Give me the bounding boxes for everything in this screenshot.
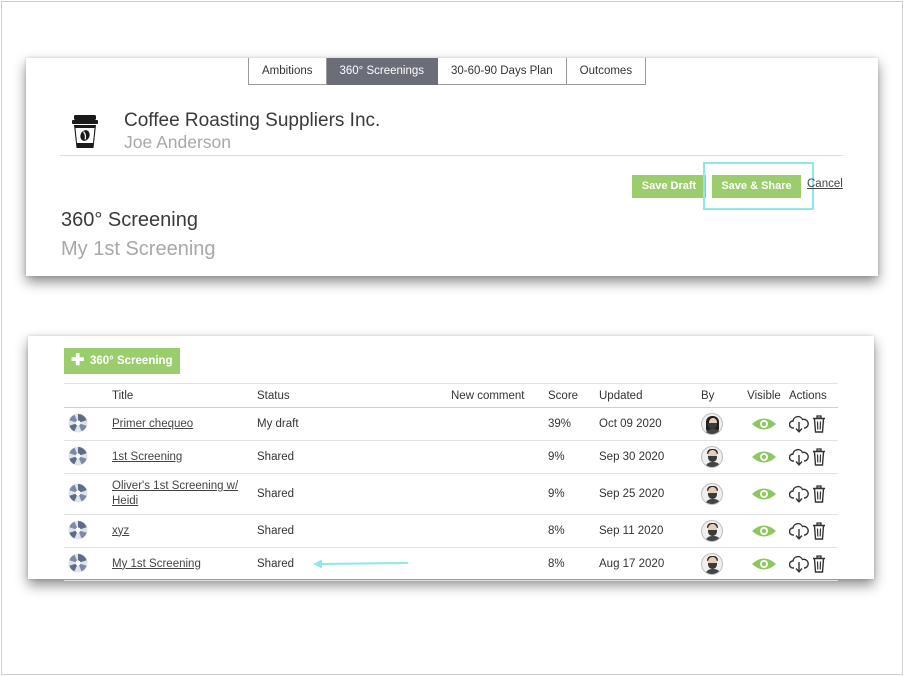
screening-status-icon [68, 483, 88, 502]
col-actions: Actions [789, 383, 838, 408]
new-comment-cell [451, 547, 548, 581]
table-row[interactable]: 1st Screening Shared 9% Sep 30 2020 [64, 440, 838, 474]
avatar [701, 446, 723, 468]
screening-title-link[interactable]: Oliver's 1st Screening w/ Heidi [112, 480, 239, 507]
screening-title-link[interactable]: My 1st Screening [112, 557, 201, 570]
trash-icon[interactable] [812, 522, 826, 540]
col-score[interactable]: Score [548, 383, 599, 408]
eye-icon[interactable] [751, 417, 777, 431]
col-icon [64, 383, 112, 408]
avatar [701, 520, 723, 542]
screening-status-icon [68, 446, 88, 465]
person-name: Joe Anderson [124, 132, 232, 152]
screening-status-icon [68, 520, 88, 539]
table-row[interactable]: Primer chequeo My draft 39% Oct 09 2020 [64, 407, 838, 441]
score-cell: 39% [548, 407, 599, 441]
updated-cell: Sep 30 2020 [599, 440, 701, 474]
tab-bar: Ambitions 360° Screenings 30-60-90 Days … [248, 58, 647, 85]
screening-editor-card: Ambitions 360° Screenings 30-60-90 Days … [26, 58, 878, 276]
screening-status-icon [68, 413, 88, 432]
eye-icon[interactable] [751, 487, 777, 501]
plus-icon: ✚ [71, 352, 85, 369]
new-comment-cell [451, 514, 548, 548]
status-cell: Shared [257, 473, 451, 515]
score-cell: 9% [548, 440, 599, 474]
col-by[interactable]: By [701, 383, 739, 408]
screening-status-icon [68, 553, 88, 572]
arrow-annotation [313, 559, 409, 569]
col-title[interactable]: Title [112, 383, 257, 408]
score-cell: 8% [548, 547, 599, 581]
coffee-cup-icon [72, 115, 98, 148]
col-new-comment[interactable]: New comment [451, 383, 548, 408]
eye-icon[interactable] [751, 557, 777, 571]
new-comment-cell [451, 407, 548, 441]
trash-icon[interactable] [812, 555, 826, 573]
status-cell: My draft [257, 407, 451, 441]
new-comment-cell [451, 473, 548, 515]
table-row[interactable]: xyz Shared 8% Sep 11 2020 [64, 514, 838, 548]
updated-cell: Sep 25 2020 [599, 473, 701, 515]
col-visible[interactable]: Visible [739, 383, 789, 408]
eye-icon[interactable] [751, 450, 777, 464]
screening-title-link[interactable]: Primer chequeo [112, 417, 194, 430]
screenings-list-card: ✚ 360° Screening Title Status New commen… [28, 336, 874, 581]
save-share-highlight [703, 162, 814, 210]
col-status[interactable]: Status [257, 383, 451, 408]
trash-icon[interactable] [812, 448, 826, 466]
table-row[interactable]: My 1st Screening Shared 8% Aug 17 2020 [64, 547, 838, 581]
trash-icon[interactable] [812, 485, 826, 503]
avatar [701, 553, 723, 575]
save-share-button[interactable]: Save & Share [712, 175, 801, 198]
add-360-screening-button[interactable]: ✚ 360° Screening [64, 348, 180, 374]
tab-ambitions[interactable]: Ambitions [248, 58, 327, 85]
table-header-row: Title Status New comment Score Updated B… [64, 383, 838, 408]
table-row[interactable]: Oliver's 1st Screening w/ Heidi Shared 9… [64, 473, 838, 515]
company-name: Coffee Roasting Suppliers Inc. [124, 110, 381, 131]
tab-outcomes[interactable]: Outcomes [566, 58, 647, 85]
screening-name: My 1st Screening [61, 238, 216, 260]
page-title: 360° Screening [61, 209, 198, 231]
updated-cell: Aug 17 2020 [599, 547, 701, 581]
screenings-table: Title Status New comment Score Updated B… [64, 383, 838, 581]
updated-cell: Oct 09 2020 [599, 407, 701, 441]
tab-30-60-90-days-plan[interactable]: 30-60-90 Days Plan [438, 58, 567, 85]
cloud-download-icon[interactable] [789, 415, 809, 433]
save-draft-button[interactable]: Save Draft [632, 175, 706, 198]
cloud-download-icon[interactable] [789, 448, 809, 466]
tab-360-screenings[interactable]: 360° Screenings [326, 58, 439, 85]
divider [60, 155, 843, 156]
cloud-download-icon[interactable] [789, 522, 809, 540]
new-comment-cell [451, 440, 548, 474]
cloud-download-icon[interactable] [789, 485, 809, 503]
cancel-link[interactable]: Cancel [807, 178, 843, 190]
score-cell: 8% [548, 514, 599, 548]
screening-title-link[interactable]: xyz [112, 524, 130, 537]
updated-cell: Sep 11 2020 [599, 514, 701, 548]
screening-title-link[interactable]: 1st Screening [112, 450, 183, 463]
avatar-female [701, 413, 723, 435]
col-updated[interactable]: Updated [599, 383, 701, 408]
cloud-download-icon[interactable] [789, 555, 809, 573]
status-cell: Shared [257, 514, 451, 548]
eye-icon[interactable] [751, 524, 777, 538]
add-button-label: 360° Screening [90, 355, 173, 367]
avatar [701, 483, 723, 505]
trash-icon[interactable] [812, 415, 826, 433]
status-cell: Shared [257, 440, 451, 474]
score-cell: 9% [548, 473, 599, 515]
